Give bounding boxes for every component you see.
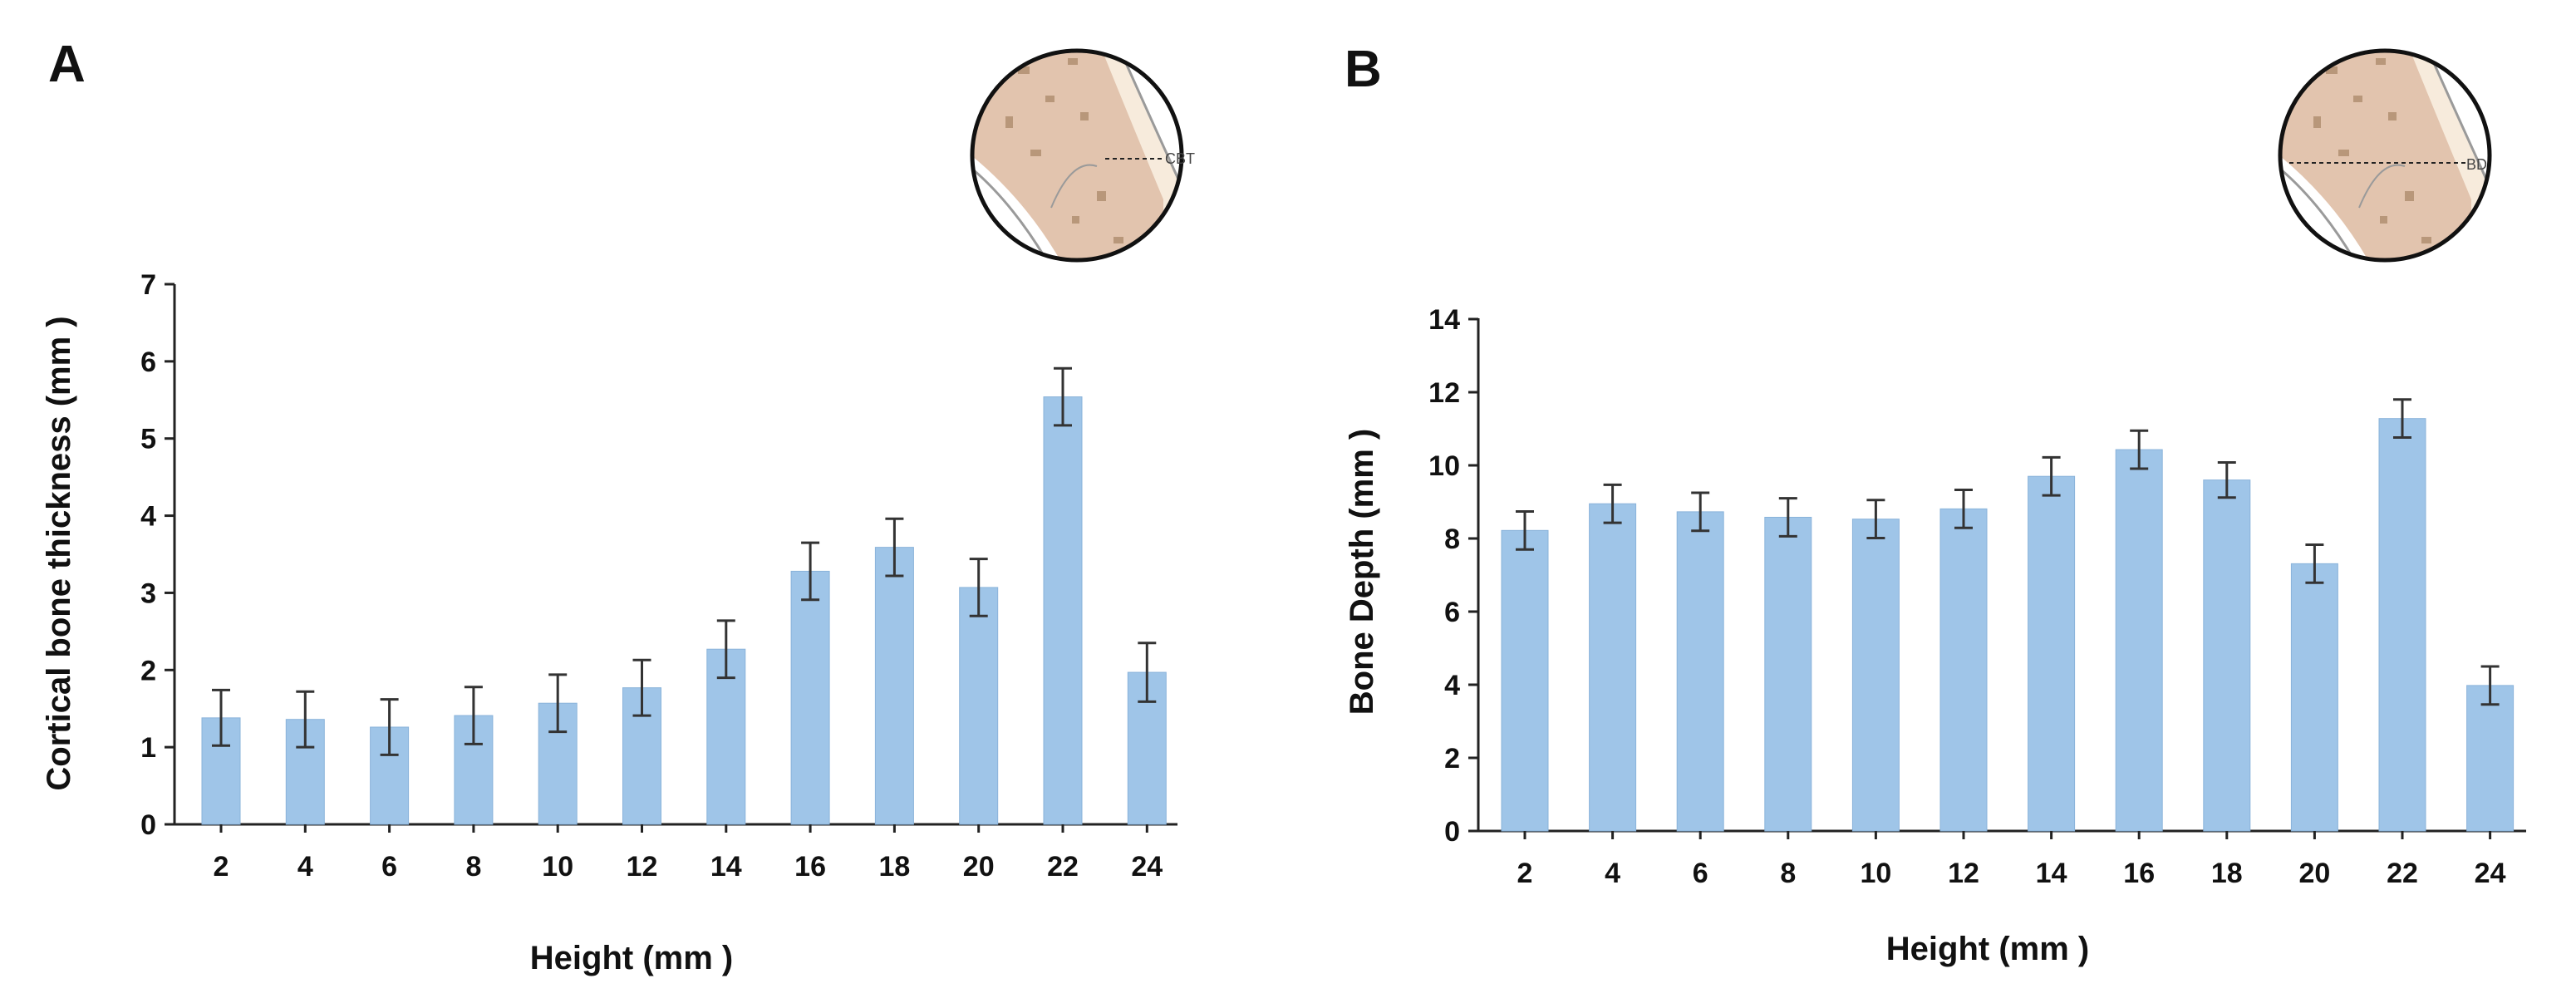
x-tick-label-2: 2 — [1517, 858, 1533, 889]
inset-label-bd: BD — [2466, 156, 2487, 173]
y-tick-label-6: 6 — [1444, 597, 1460, 628]
y-tick-label-14: 14 — [1428, 304, 1460, 336]
x-tick-label-14: 14 — [2036, 858, 2067, 889]
y-tick-label-3: 3 — [140, 578, 156, 609]
bar-height-22 — [1043, 396, 1083, 825]
x-tick-label-24: 24 — [2475, 858, 2506, 889]
x-tick-label-12: 12 — [627, 851, 658, 883]
x-tick-label-6: 6 — [1693, 858, 1708, 889]
x-tick-label-18: 18 — [878, 851, 910, 883]
y-tick-label-10: 10 — [1428, 450, 1460, 482]
inset-illustration-bd: BD — [2278, 48, 2492, 263]
y-axis-title-a: Cortical bone thickness (mm ) — [41, 316, 77, 790]
inset-label-cbt: CBT — [1165, 150, 1195, 167]
x-tick-label-20: 20 — [963, 851, 995, 883]
y-tick-label-2: 2 — [1444, 743, 1460, 774]
x-tick-label-8: 8 — [465, 851, 481, 883]
y-tick-label-6: 6 — [140, 347, 156, 378]
bar-height-8 — [1764, 516, 1812, 832]
bar-height-6 — [1676, 511, 1724, 832]
y-tick-label-8: 8 — [1444, 524, 1460, 555]
bar-height-22 — [2378, 418, 2426, 832]
y-tick-label-12: 12 — [1428, 377, 1460, 409]
x-tick-label-18: 18 — [2211, 858, 2243, 889]
x-tick-label-24: 24 — [1131, 851, 1163, 883]
bar-height-10 — [1851, 519, 1900, 832]
y-tick-label-5: 5 — [140, 424, 156, 455]
x-axis-title-b: Height (mm ) — [1886, 931, 2089, 967]
x-tick-label-10: 10 — [542, 851, 573, 883]
bar-height-18 — [2203, 479, 2251, 832]
x-tick-label-4: 4 — [1605, 858, 1620, 889]
bar-height-18 — [874, 547, 914, 825]
bar-height-14 — [2028, 475, 2076, 832]
x-tick-label-4: 4 — [297, 851, 313, 883]
y-tick-label-2: 2 — [140, 655, 156, 686]
bar-height-20 — [959, 587, 999, 825]
y-tick-label-7: 7 — [140, 269, 156, 301]
y-tick-label-0: 0 — [140, 809, 156, 841]
x-tick-label-14: 14 — [710, 851, 742, 883]
x-tick-label-6: 6 — [381, 851, 397, 883]
x-tick-label-10: 10 — [1860, 858, 1891, 889]
bar-height-12 — [1939, 508, 1988, 832]
bar-height-4 — [1589, 503, 1637, 832]
x-tick-label-22: 22 — [1047, 851, 1079, 883]
panel-letter-a: A — [48, 36, 86, 93]
x-tick-label-8: 8 — [1780, 858, 1796, 889]
x-tick-label-16: 16 — [2123, 858, 2155, 889]
y-tick-label-0: 0 — [1444, 816, 1460, 848]
x-tick-label-2: 2 — [214, 851, 229, 883]
y-tick-label-4: 4 — [1444, 670, 1460, 701]
x-tick-label-16: 16 — [794, 851, 826, 883]
x-tick-label-22: 22 — [2387, 858, 2418, 889]
inset-illustration-cbt: CBT — [970, 48, 1195, 263]
bar-height-2 — [1501, 529, 1549, 832]
x-tick-label-12: 12 — [1948, 858, 1979, 889]
bar-height-20 — [2290, 563, 2338, 832]
y-tick-label-4: 4 — [140, 501, 156, 533]
y-axis-title-b: Bone Depth (mm ) — [1344, 429, 1380, 715]
x-axis-title-a: Height (mm ) — [530, 940, 733, 976]
bar-height-16 — [790, 570, 830, 825]
bar-height-16 — [2115, 449, 2163, 832]
x-tick-label-20: 20 — [2298, 858, 2330, 889]
panel-letter-b: B — [1345, 41, 1382, 98]
bar-height-24 — [2466, 685, 2515, 832]
y-tick-label-1: 1 — [140, 732, 156, 764]
